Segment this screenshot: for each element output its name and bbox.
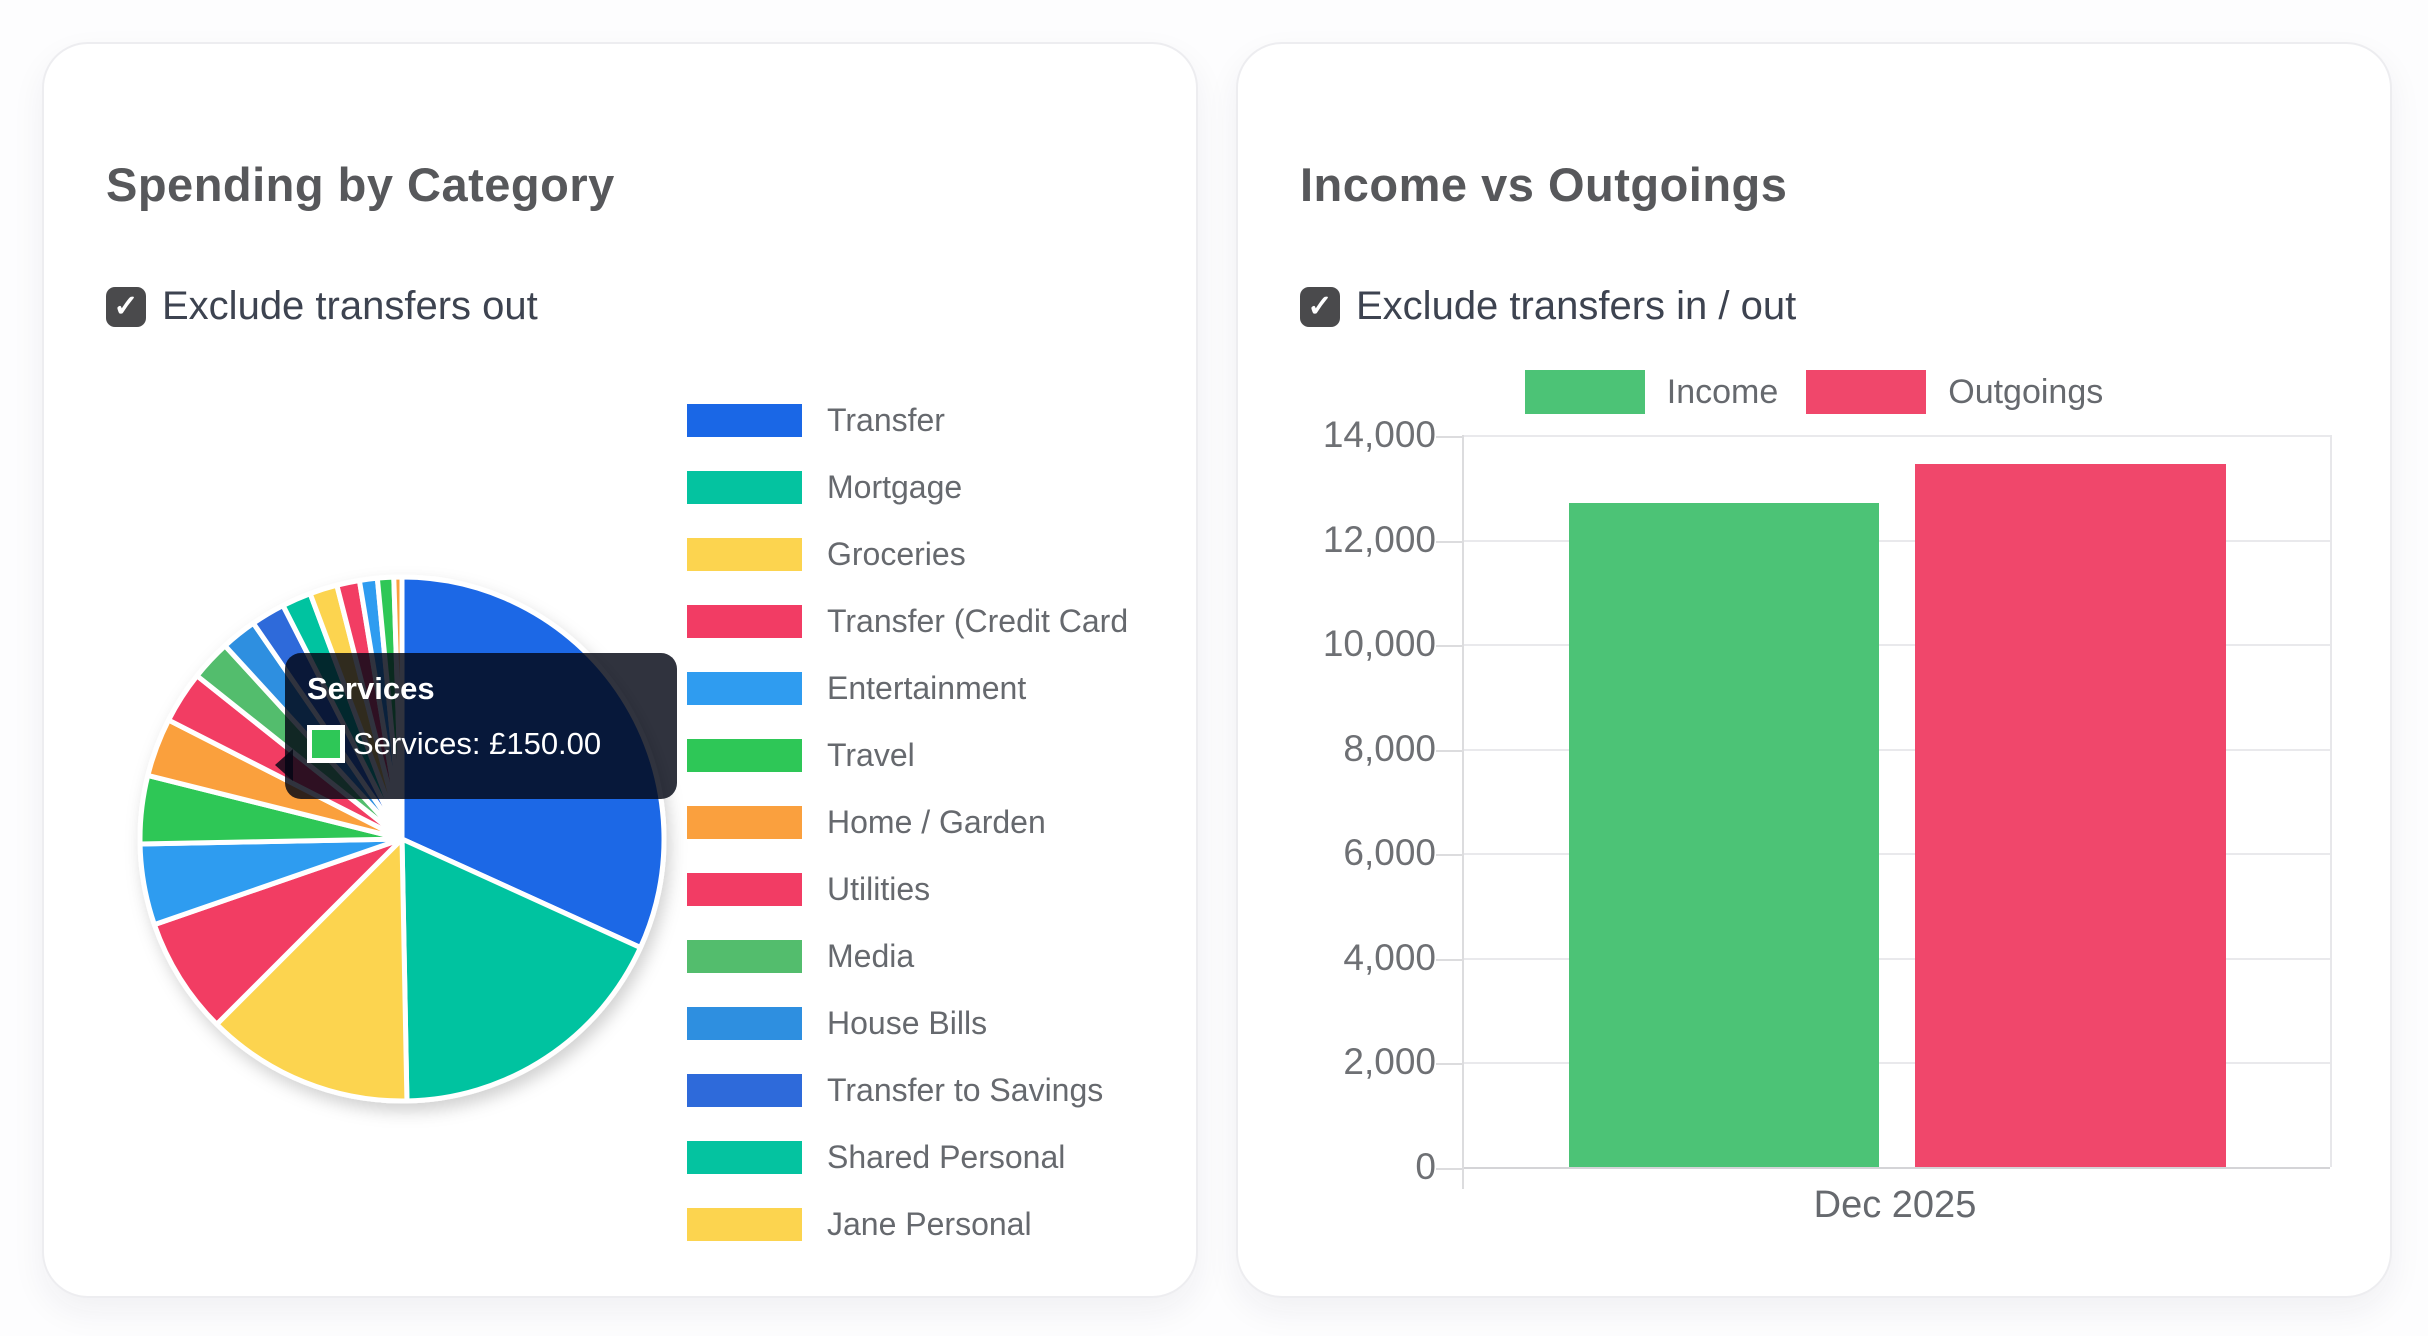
legend-item-outgoings[interactable]: Outgoings [1806,370,2103,414]
gridline-6000 [1436,853,2330,857]
bar-chart-legend: Income Outgoings [1238,370,2390,414]
tooltip-caret [275,749,293,781]
income-card-title: Income vs Outgoings [1300,158,1788,211]
spending-pie-chart[interactable] [96,533,708,1145]
legend-swatch [687,1141,802,1174]
legend-item[interactable]: Utilities [687,871,1128,907]
legend-item[interactable]: Media [687,938,1128,974]
legend-label: Travel [827,737,915,773]
legend-swatch [687,605,802,638]
legend-label: Home / Garden [827,804,1046,840]
y-tick-label: 8,000 [1343,727,1436,769]
gridline-4000 [1436,957,2330,961]
y-tick-mark [1436,958,1462,961]
legend-swatch [687,471,802,504]
checkmark-icon: ✓ [113,289,139,323]
legend-label: Transfer (Credit Card [827,603,1129,639]
y-tick-label: 14,000 [1322,414,1436,455]
exclude-transfers-in-out-row: ✓ Exclude transfers in / out [1300,284,1796,329]
x-axis-label: Dec 2025 [1813,1184,1977,1226]
legend-swatch [687,739,802,772]
legend-label: Income [1666,372,1779,411]
legend-label: Media [827,938,915,974]
gridline-2000 [1436,1062,2330,1066]
legend-label: House Bills [827,1005,988,1041]
legend-swatch [687,1074,802,1107]
y-tick-label: 4,000 [1343,936,1436,978]
legend-label: Mortgage [827,469,963,505]
legend-label: Shared Personal [827,1139,1066,1175]
y-tick-mark [1436,645,1462,648]
gridline-8000 [1436,748,2330,752]
legend-label: Transfer to Savings [827,1072,1104,1108]
pie-slice-mortgage[interactable] [399,836,643,1104]
x-tick-mark [1462,1167,1464,1189]
legend-label: Utilities [827,871,931,907]
exclude-transfers-out-checkbox[interactable]: ✓ [106,286,146,327]
tooltip-value-text: Services: £150.00 [353,726,602,761]
legend-swatch [687,940,802,973]
gridline-10000 [1436,644,2330,648]
legend-label: Groceries [827,536,966,572]
tooltip-color-swatch [307,725,345,763]
y-tick-mark [1436,854,1462,857]
legend-swatch [687,1007,802,1040]
legend-item[interactable]: Shared Personal [687,1139,1128,1175]
gridline-0 [1436,1167,2330,1170]
legend-item[interactable]: Transfer [687,402,1128,438]
legend-item[interactable]: Groceries [687,536,1128,572]
spending-by-category-card: Spending by Category ✓ Exclude transfers… [42,42,1198,1298]
legend-item[interactable]: Travel [687,737,1128,773]
legend-label: Outgoings [1948,372,2104,411]
pie-slice-groceries[interactable] [214,836,410,1104]
bar-chart-plot-area[interactable]: 0 2,000 4,000 6,000 8,000 10,000 12,000 14,000 [1323,414,2332,1189]
y-tick-mark [1436,540,1462,543]
legend-label: Transfer [827,402,945,438]
checkmark-icon: ✓ [1307,289,1333,323]
pie-tooltip: Services Services: £150.00 [275,653,677,799]
income-vs-outgoings-card: Income vs Outgoings ✓ Exclude transfers … [1236,42,2392,1298]
legend-item[interactable]: Home / Garden [687,804,1128,840]
y-tick-mark [1436,436,1462,438]
outgoings-bar[interactable] [1915,464,2226,1167]
exclude-transfers-out-label: Exclude transfers out [162,284,538,328]
legend-item-income[interactable]: Income [1524,370,1779,414]
y-tick-label: 10,000 [1322,623,1436,665]
legend-item[interactable]: Jane Personal [687,1206,1128,1242]
legend-label: Entertainment [827,670,1027,706]
spending-card-title: Spending by Category [106,158,615,211]
legend-swatch [687,672,802,705]
legend-swatch [687,1208,802,1241]
y-tick-label: 6,000 [1343,832,1436,874]
y-tick-label: 0 [1415,1146,1436,1187]
legend-item[interactable]: Transfer (Credit Card [687,603,1129,639]
legend-item[interactable]: Transfer to Savings [687,1072,1128,1108]
exclude-transfers-out-row: ✓ Exclude transfers out [106,284,538,329]
gridline-14000 [1436,435,2330,438]
legend-item[interactable]: Mortgage [687,469,1128,505]
y-tick-mark [1436,749,1462,752]
legend-swatch [687,806,802,839]
y-tick-mark [1436,1063,1462,1066]
legend-item[interactable]: Entertainment [687,670,1128,706]
legend-item[interactable]: House Bills [687,1005,1128,1041]
y-tick-label: 12,000 [1322,518,1436,560]
legend-swatch [687,538,802,571]
pie-legend: Transfer Mortgage Groceries Transfer (Credi… [687,402,1129,1275]
gridline-12000 [1436,539,2330,543]
legend-swatch [1806,370,1927,414]
legend-swatch [687,873,802,906]
legend-swatch [687,404,802,437]
tooltip-title: Services [307,671,435,706]
legend-label: Jane Personal [827,1206,1032,1242]
exclude-transfers-in-out-label: Exclude transfers in / out [1356,284,1797,328]
exclude-transfers-in-out-checkbox[interactable]: ✓ [1300,286,1340,327]
y-tick-mark [1436,1168,1462,1170]
y-tick-label: 2,000 [1343,1041,1436,1083]
tooltip-value-row: Services: £150.00 [307,725,655,763]
pie-svg [137,574,667,1104]
legend-swatch [1524,370,1645,414]
income-bar[interactable] [1569,503,1879,1167]
